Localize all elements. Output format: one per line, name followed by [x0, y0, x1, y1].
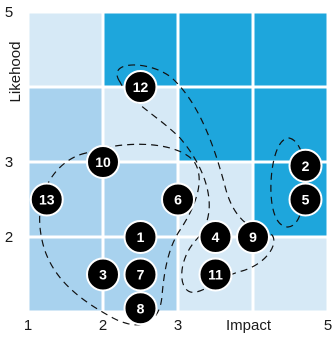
- risk-marker-label: 3: [99, 267, 107, 283]
- heatmap-cell-r1-c0: [29, 88, 102, 161]
- risk-marker-2: 2: [288, 148, 323, 183]
- risk-marker-9: 9: [236, 220, 270, 254]
- risk-marker-label: 7: [137, 267, 145, 283]
- heatmap-cell-r1-c2: [179, 88, 252, 161]
- x-tick-label: 3: [174, 317, 182, 334]
- risk-marker-12: 12: [123, 70, 158, 104]
- x-tick-label: 5: [324, 317, 332, 334]
- y-axis-label: Likehood: [7, 42, 24, 103]
- risk-marker-circle: [288, 182, 323, 217]
- risk-marker-label: 5: [302, 192, 310, 208]
- risk-marker-label: 8: [137, 300, 145, 316]
- risk-marker-label: 12: [133, 79, 149, 95]
- heatmap-cell-r0-c3: [254, 13, 327, 86]
- heatmap-cell-r1-c3: [254, 88, 327, 161]
- risk-marker-label: 6: [174, 192, 182, 208]
- y-tick-label: 3: [5, 154, 13, 171]
- risk-marker-circle: [288, 148, 323, 183]
- risk-marker-label: 4: [212, 229, 220, 245]
- risk-marker-circle: [198, 220, 233, 254]
- risk-marker-label: 10: [95, 154, 111, 170]
- risk-marker-label: 13: [39, 192, 55, 208]
- risk-marker-13: 13: [29, 182, 64, 217]
- risk-marker-circle: [86, 257, 120, 292]
- risk-marker-1: 1: [123, 220, 158, 254]
- risk-marker-8: 8: [123, 291, 158, 326]
- x-tick-label: 1: [24, 317, 32, 334]
- cluster-top: [116, 64, 275, 293]
- risk-marker-circle: [86, 145, 120, 179]
- risk-marker-7: 7: [123, 257, 158, 292]
- x-tick-label: 2: [99, 317, 107, 334]
- heatmap-cell-r3-c3: [254, 238, 327, 311]
- y-tick-label: 2: [5, 229, 13, 246]
- heatmap-cell-r0-c2: [179, 13, 252, 86]
- risk-marker-circle: [123, 291, 158, 326]
- risk-marker-label: 11: [208, 267, 223, 283]
- risk-marker-10: 10: [86, 145, 120, 179]
- risk-marker-3: 3: [86, 257, 120, 292]
- risk-marker-label: 2: [302, 158, 310, 174]
- cluster-left: [39, 143, 200, 326]
- risk-marker-11: 11: [198, 257, 233, 292]
- risk-marker-circle: [123, 70, 158, 104]
- risk-marker-circle: [123, 220, 158, 254]
- heatmap-cells: [29, 13, 327, 311]
- risk-marker-label: 9: [249, 229, 257, 245]
- y-tick-label: 5: [5, 4, 13, 21]
- cluster-outlines: [39, 64, 306, 326]
- risk-marker-label: 1: [137, 229, 145, 245]
- risk-marker-6: 6: [161, 182, 195, 217]
- risk-marker-circle: [29, 182, 64, 217]
- risk-marker-circle: [161, 182, 195, 217]
- risk-marker-5: 5: [288, 182, 323, 217]
- cluster-right: [270, 137, 306, 228]
- risk-marker-circle: [236, 220, 270, 254]
- risk-marker-circle: [123, 257, 158, 292]
- risk-marker-4: 4: [198, 220, 233, 254]
- x-axis-label: Impact: [226, 317, 272, 334]
- heatmap-cell-r0-c0: [29, 13, 102, 86]
- risk-marker-circle: [198, 257, 233, 292]
